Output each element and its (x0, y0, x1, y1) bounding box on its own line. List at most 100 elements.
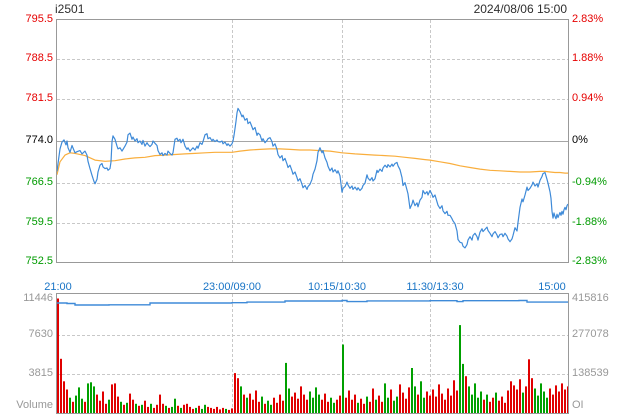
volume-bar (258, 401, 260, 413)
price-chart-panel[interactable] (56, 19, 569, 263)
volume-bar (555, 385, 557, 413)
volume-bar (204, 404, 206, 413)
volume-bar (69, 397, 71, 413)
price-tick-label: 774.0 (25, 134, 53, 146)
volume-bar (312, 397, 314, 413)
volume-bar (276, 402, 278, 413)
volume-bar (423, 397, 425, 413)
volume-bar (96, 394, 98, 413)
volume-bar (237, 378, 239, 413)
volume-bar (225, 408, 227, 413)
volume-bar (216, 406, 218, 413)
volume-bar (72, 401, 74, 413)
volume-tick-label: 3815 (28, 367, 53, 379)
volume-bar (93, 386, 95, 413)
time-tick-label: 23:00/09:00 (202, 281, 262, 293)
volume-bar (165, 405, 167, 413)
volume-bar (282, 400, 284, 413)
price-tick-label: 788.5 (25, 52, 53, 65)
percent-tick-label: -1.88% (572, 215, 607, 228)
volume-bar (273, 397, 275, 413)
volume-bar (255, 390, 257, 413)
volume-bar (402, 392, 404, 413)
percent-tick-label: 2.83% (572, 13, 604, 25)
open-interest-axis-title: OI (572, 399, 584, 411)
volume-bar (249, 393, 251, 413)
volume-bar (213, 408, 215, 413)
volume-bar (420, 381, 422, 413)
volume-bar (57, 298, 59, 413)
volume-bar (177, 405, 179, 413)
percent-tick-label: 0.94% (572, 91, 604, 104)
volume-bar (120, 401, 122, 413)
time-tick-label: 11:30/13:30 (406, 281, 464, 293)
volume-bar (486, 394, 488, 413)
volume-bar (546, 397, 548, 413)
volume-tick-label: 11446 (23, 292, 53, 304)
volume-bar (456, 390, 458, 413)
volume-bar (480, 391, 482, 413)
volume-bar (240, 386, 242, 413)
volume-bar (468, 386, 470, 413)
volume-bar (114, 383, 116, 413)
percent-tick-label: 1.88% (572, 52, 604, 65)
volume-bar (243, 394, 245, 413)
volume-bar (87, 383, 89, 413)
volume-bar (270, 404, 272, 413)
volume-bar (366, 396, 368, 413)
open-interest-line (57, 299, 568, 306)
volume-bar (321, 399, 323, 413)
volume-chart-panel[interactable] (56, 293, 569, 414)
price-chart-canvas[interactable] (57, 20, 568, 262)
volume-bar (537, 395, 539, 413)
volume-bar (81, 398, 83, 413)
volume-bar (411, 368, 413, 413)
volume-bar (159, 394, 161, 413)
volume-bar (174, 398, 176, 413)
volume-bar (369, 401, 371, 413)
volume-bar (492, 397, 494, 413)
volume-bar (246, 397, 248, 413)
volume-bar (393, 400, 395, 413)
volume-bar (261, 396, 263, 413)
volume-bar (459, 325, 461, 413)
volume-bar (201, 408, 203, 413)
volume-bar (198, 405, 200, 413)
volume-bar (495, 392, 497, 413)
volume-bar (78, 387, 80, 413)
volume-bar (219, 409, 221, 413)
volume-chart-canvas[interactable] (57, 294, 568, 413)
volume-bar (162, 403, 164, 413)
volume-bar (564, 389, 566, 413)
volume-bar (252, 399, 254, 413)
open-interest-tick-label: 277078 (572, 328, 609, 341)
volume-bar (135, 403, 137, 413)
volume-bar (108, 399, 110, 413)
volume-bar (285, 362, 287, 413)
price-line (57, 107, 568, 249)
volume-bar (510, 381, 512, 413)
volume-bar (330, 397, 332, 413)
volume-bar (63, 381, 65, 413)
volume-bar (405, 398, 407, 413)
volume-bar (387, 397, 389, 413)
volume-bar (102, 391, 104, 413)
volume-bar (363, 403, 365, 413)
volume-bar (453, 380, 455, 413)
volume-bar (567, 386, 568, 413)
volume-bar (444, 399, 446, 413)
volume-bar (105, 403, 107, 413)
volume-bar (534, 388, 536, 413)
volume-bar (195, 407, 197, 413)
volume-bar (267, 400, 269, 413)
volume-bar (228, 409, 230, 413)
volume-bar (513, 385, 515, 413)
volume-bar (378, 395, 380, 413)
volume-bar (309, 391, 311, 413)
volume-bar (231, 408, 233, 413)
time-tick-label: 10:15/10:30 (307, 281, 367, 293)
volume-bar (435, 396, 437, 413)
price-tick-label: 795.5 (25, 13, 53, 25)
volume-bar (324, 393, 326, 413)
